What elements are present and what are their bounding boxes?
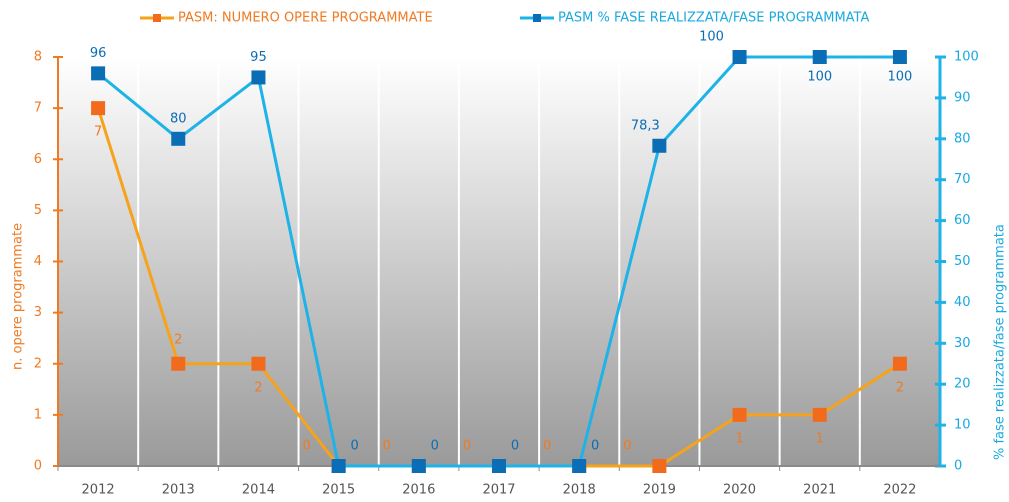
- x-tick-label: 2018: [563, 483, 596, 498]
- data-label: 0: [431, 439, 439, 454]
- marker: [91, 101, 106, 116]
- y2-tick-label: 80: [954, 131, 971, 146]
- y-tick-label: 3: [34, 305, 42, 320]
- x-tick-label: 2021: [803, 483, 836, 498]
- y2-tick-label: 30: [954, 336, 971, 351]
- marker: [91, 66, 106, 81]
- data-label: 0: [623, 439, 631, 454]
- data-label: 100: [807, 70, 832, 85]
- x-tick-label: 2012: [82, 483, 115, 498]
- x-tick-label: 2016: [402, 483, 435, 498]
- data-label: 96: [90, 46, 107, 61]
- legend-marker: [533, 14, 541, 22]
- marker: [652, 459, 667, 473]
- data-label: 0: [302, 439, 310, 454]
- y-axis-label: n. opere programmate: [11, 223, 26, 370]
- data-label: 0: [463, 439, 471, 454]
- data-label: 0: [383, 439, 391, 454]
- legend-label: PASM: NUMERO OPERE PROGRAMMATE: [178, 11, 433, 26]
- data-label: 1: [816, 431, 824, 446]
- marker: [251, 356, 266, 371]
- marker: [732, 407, 747, 422]
- y-tick-label: 2: [34, 356, 42, 371]
- data-label: 1: [735, 431, 743, 446]
- marker: [492, 459, 506, 473]
- y2-tick-label: 0: [954, 459, 962, 474]
- marker: [892, 356, 907, 371]
- marker: [572, 459, 587, 473]
- marker: [892, 50, 907, 64]
- legend-label: PASM % FASE REALIZZATA/FASE PROGRAMMATA: [558, 11, 869, 26]
- data-label: 2: [174, 332, 182, 347]
- data-label: 100: [887, 70, 912, 85]
- marker: [812, 407, 827, 422]
- marker: [171, 131, 186, 146]
- y-tick-label: 1: [34, 407, 42, 422]
- marker: [652, 138, 667, 153]
- marker: [732, 50, 747, 64]
- y-tick-label: 6: [34, 152, 42, 167]
- y-tick-label: 0: [34, 459, 42, 474]
- data-label: 2: [254, 380, 262, 395]
- y2-tick-label: 60: [954, 213, 971, 228]
- marker: [171, 356, 186, 371]
- legend-marker: [153, 14, 161, 22]
- data-label: 0: [511, 439, 519, 454]
- y-tick-label: 4: [34, 254, 42, 269]
- marker: [812, 50, 827, 64]
- data-label: 78,3: [631, 118, 660, 133]
- marker: [331, 459, 346, 473]
- y-tick-label: 8: [34, 50, 42, 65]
- plot-area: [58, 57, 940, 466]
- data-label: 95: [250, 50, 267, 65]
- data-label: 0: [350, 439, 358, 454]
- y2-tick-label: 50: [954, 254, 971, 269]
- y2-tick-label: 70: [954, 172, 971, 187]
- x-tick-label: 2017: [482, 483, 515, 498]
- y2-tick-label: 10: [954, 418, 971, 433]
- y-tick-label: 7: [34, 101, 42, 116]
- x-tick-label: 2020: [723, 483, 756, 498]
- x-tick-label: 2015: [322, 483, 355, 498]
- data-label: 2: [896, 380, 904, 395]
- y2-axis-label: % fase realizzata/fase programmata: [993, 224, 1008, 460]
- data-label: 7: [94, 125, 102, 140]
- y2-tick-label: 20: [954, 377, 971, 392]
- x-tick-label: 2013: [162, 483, 195, 498]
- x-tick-label: 2014: [242, 483, 275, 498]
- y2-tick-label: 90: [954, 90, 971, 105]
- y2-tick-label: 40: [954, 295, 971, 310]
- marker: [411, 459, 426, 473]
- y2-tick-label: 100: [954, 50, 979, 65]
- y-tick-label: 5: [34, 203, 42, 218]
- data-label: 0: [591, 439, 599, 454]
- marker: [251, 70, 266, 85]
- data-label: 100: [699, 30, 724, 45]
- data-label: 0: [543, 439, 551, 454]
- data-label: 80: [170, 111, 187, 126]
- x-tick-label: 2019: [643, 483, 676, 498]
- x-tick-label: 2022: [883, 483, 916, 498]
